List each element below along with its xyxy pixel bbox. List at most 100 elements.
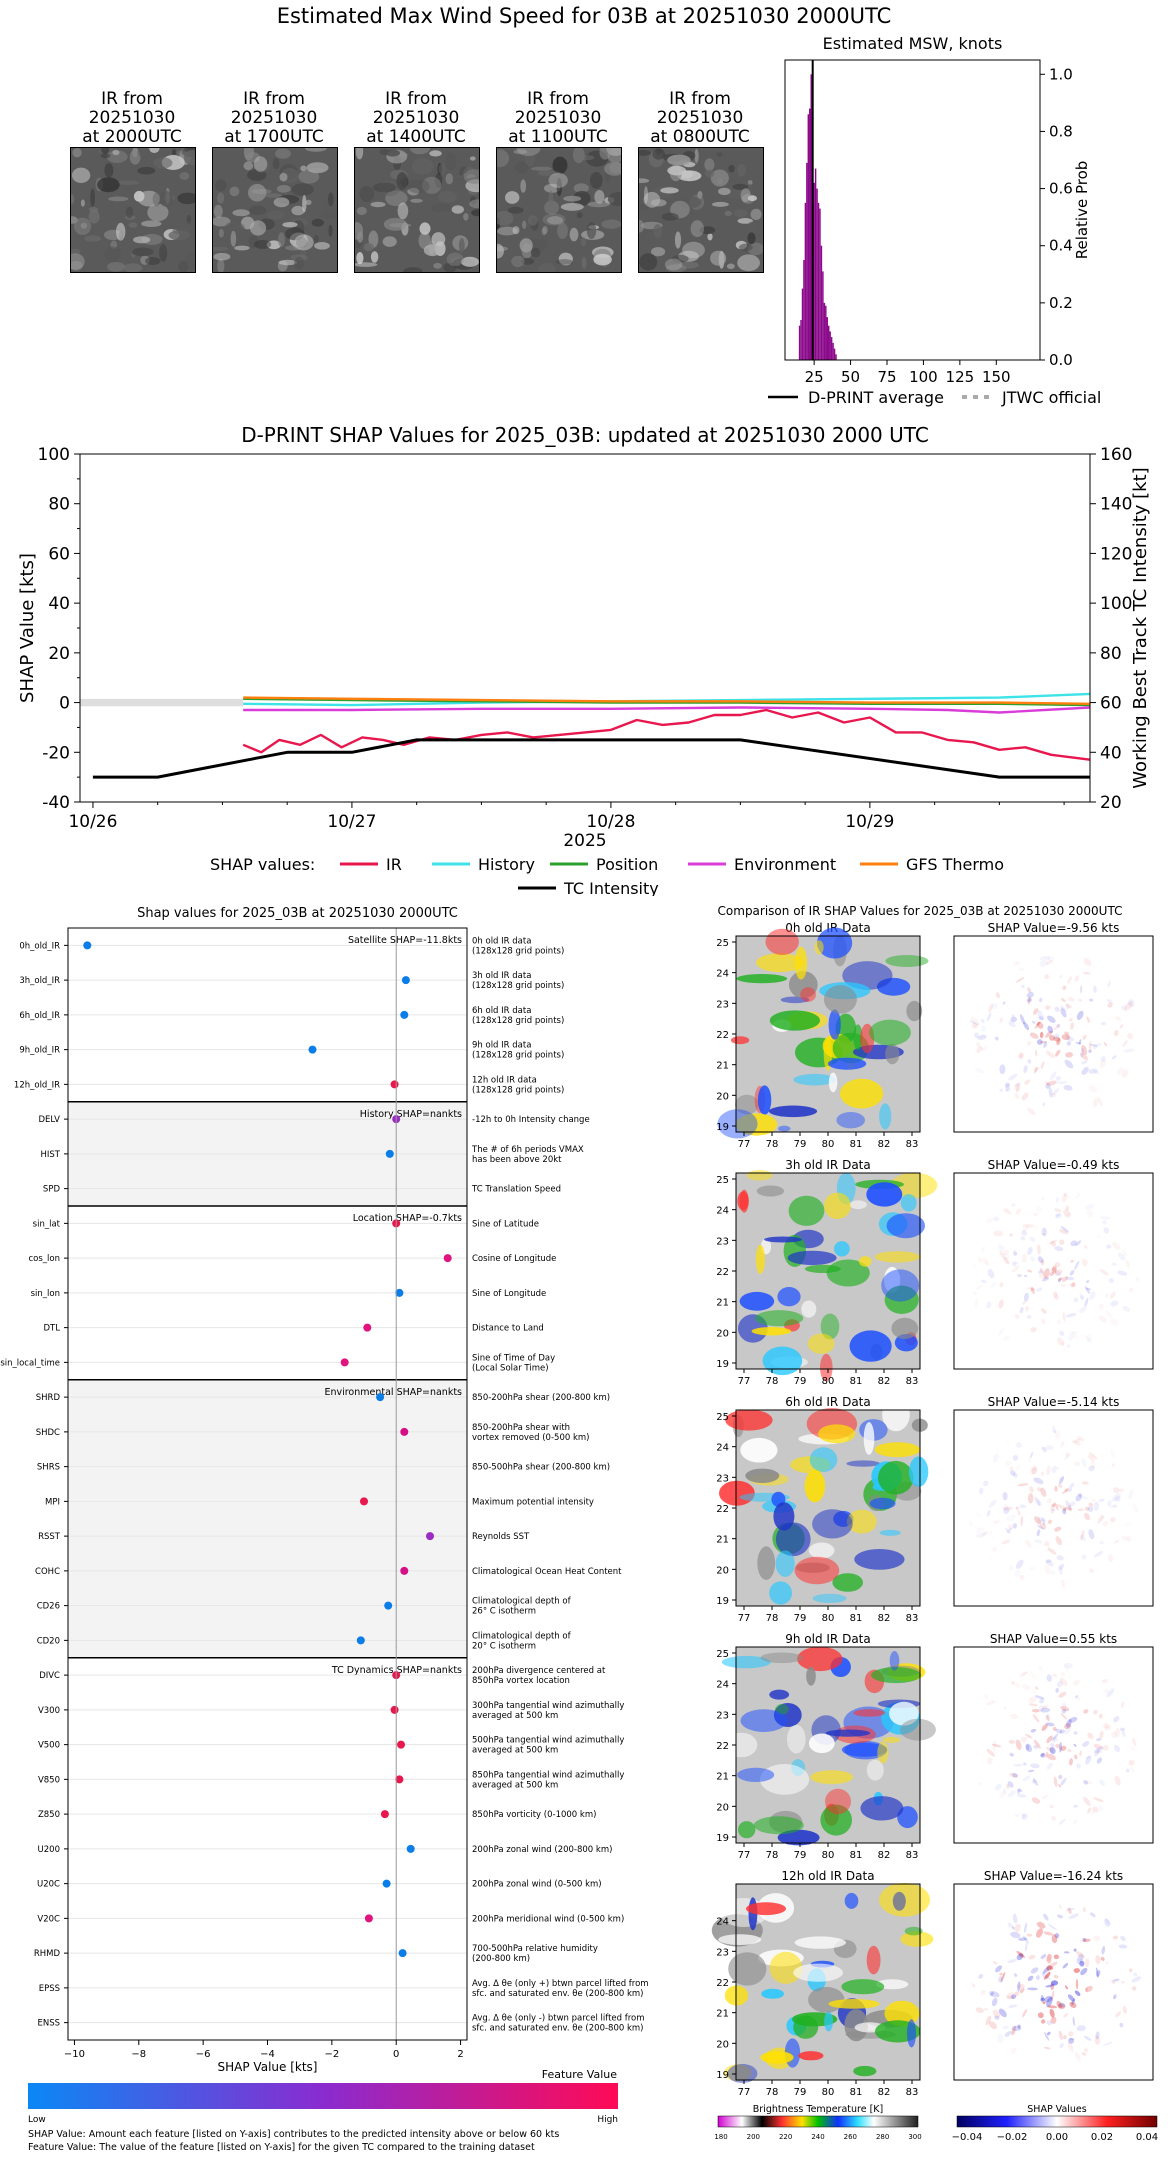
shap-pixel-cluster	[1027, 1987, 1038, 1991]
shap-pixel-cluster	[1036, 1021, 1041, 1026]
shap-pixel-cluster	[1009, 1233, 1013, 1237]
histogram-bar	[820, 245, 823, 360]
ir-cloud-blob	[516, 148, 541, 156]
shap-pixel-cluster	[1063, 1951, 1070, 1954]
ir-cloud-blob	[572, 148, 585, 164]
ir-cloud-blob	[137, 148, 149, 158]
shap-pixel-cluster	[1104, 1689, 1109, 1694]
shap-pixel-cluster	[1053, 1291, 1058, 1298]
shap-pixel-cluster	[982, 1258, 990, 1266]
shap-pixel-cluster	[1098, 1713, 1103, 1719]
shap-pixel-cluster	[1120, 1535, 1132, 1540]
timeseries-frame	[79, 453, 1091, 803]
shap-pixel-cluster	[1062, 1193, 1067, 1203]
shap-pixel-cluster	[1041, 1471, 1044, 1476]
shap-pixel-cluster	[1012, 1262, 1017, 1267]
ir-y-tick-label: 23	[716, 1236, 729, 1247]
ts-x-tick-label: 10/27	[327, 812, 376, 832]
shap-pixel-cluster	[1126, 1768, 1130, 1773]
ir-cloud-blob	[707, 233, 713, 241]
legend-label: GFS Thermo	[906, 855, 1004, 874]
ir-cloud-blob	[80, 199, 85, 207]
ir-y-tick-label: 19	[716, 1122, 729, 1133]
bt-tick-label: 180	[714, 2133, 727, 2141]
ir-cloud-blob	[543, 183, 561, 193]
ir-cloud-blob	[213, 216, 231, 227]
ir-y-tick-label: 23	[716, 1473, 729, 1484]
shap-pixel-cluster	[1041, 1723, 1048, 1731]
shap-pixel-cluster	[1036, 1928, 1043, 1938]
shap-pixel-cluster	[1081, 2052, 1087, 2056]
shap-pixel-cluster	[1028, 1493, 1034, 1504]
shap-pixel-cluster	[1033, 1516, 1042, 1525]
ir-cloud-feature	[755, 1244, 765, 1274]
ir-cloud-feature	[871, 1667, 921, 1684]
ir-y-tick-label: 25	[716, 938, 729, 949]
shap-pixel-cluster	[1061, 1708, 1067, 1714]
shap-pixel-cluster	[1062, 1702, 1067, 1708]
shap-pixel-cluster	[1058, 2002, 1066, 2008]
shap-pixel-cluster	[974, 1297, 978, 1308]
ir-cloud-blob	[278, 232, 285, 248]
ir-cloud-feature	[730, 1036, 750, 1045]
shap-pixel-cluster	[1090, 1461, 1096, 1469]
ir-y-tick-label: 24	[716, 1680, 729, 1691]
shap-pixel-cluster	[1068, 1913, 1079, 1919]
shap-pixel-cluster	[1105, 1960, 1109, 1965]
ir-cloud-blob	[497, 226, 518, 236]
shap-pixel-cluster	[1038, 1273, 1048, 1280]
shap-pixel-cluster	[1019, 1306, 1024, 1314]
ir-x-tick-label: 80	[822, 1139, 835, 1150]
ir-cloud-blob	[547, 216, 564, 225]
ir-cloud-feature	[825, 1788, 851, 1815]
ir-cloud-blob	[184, 251, 195, 270]
shap-pixel-cluster	[1049, 1961, 1058, 1968]
ir-y-tick-label: 21	[716, 2009, 729, 2020]
ir-y-tick-label: 20	[716, 1091, 729, 1102]
shap-pixel-cluster	[1068, 996, 1075, 1002]
shap-pixel-cluster	[1055, 1213, 1060, 1217]
shap-pixel-cluster	[1029, 1486, 1034, 1493]
shap-pixel-cluster	[998, 1327, 1004, 1336]
shap-pixel-cluster	[1062, 1487, 1070, 1495]
feature-shap-point	[395, 1775, 404, 1784]
timeseries-title: D-PRINT SHAP Values for 2025_03B: update…	[241, 423, 929, 447]
shap-pixel-cluster	[1073, 1731, 1078, 1735]
shap-pixel-cluster	[1113, 1539, 1120, 1544]
shap-pixel-cluster	[1014, 1682, 1021, 1689]
shap-pixel-cluster	[1069, 1270, 1075, 1276]
ir-cloud-blob	[431, 232, 446, 247]
ir-y-tick-label: 25	[716, 1649, 729, 1660]
ir-cloud-feature	[745, 1468, 780, 1483]
feature-description: 9h old IR data	[472, 1041, 531, 1051]
ir-cloud-blob	[740, 188, 751, 203]
ir-cloud-feature	[900, 1194, 917, 1212]
shap-pixel-cluster	[1039, 997, 1043, 1003]
shap-pixel-cluster	[1039, 1032, 1044, 1039]
ir-cloud-blob	[750, 208, 762, 220]
shap-pixel-cluster	[1079, 1292, 1084, 1301]
shap-pixel-cluster	[1082, 1034, 1087, 1040]
shap-pixel-cluster	[1065, 1313, 1077, 1318]
shap-pixel-cluster	[1121, 1069, 1129, 1078]
shap-pixel-cluster	[1041, 1308, 1047, 1314]
shap-pixel-cluster	[1104, 1918, 1110, 1927]
ir-cloud-feature	[746, 1902, 786, 1916]
shap-pixel-cluster	[1054, 1024, 1060, 1031]
shap-pixel-cluster	[1091, 1498, 1096, 1503]
ir-cloud-feature	[874, 1442, 921, 1458]
feature-description: -12h to 0h Intensity change	[472, 1115, 590, 1125]
shap-pixel-cluster	[1031, 1466, 1038, 1475]
shap-pixel-cluster	[975, 2007, 984, 2013]
shap-pixel-cluster	[997, 2033, 1004, 2044]
feature-shap-point	[364, 1914, 373, 1923]
shap-pixel-cluster	[1093, 1709, 1098, 1715]
ir-cloud-feature	[728, 1952, 767, 1986]
shap-pixel-cluster	[1019, 1987, 1025, 1994]
ir-thumb-label: IR from 20251030 at 0800UTC	[630, 90, 770, 147]
ir-cloud-feature	[761, 1988, 784, 1999]
shap-pixel-cluster	[1065, 1719, 1072, 1728]
shap-pixel-cluster	[1018, 1937, 1028, 1941]
ir-cloud-feature	[827, 1057, 867, 1070]
ir-cloud-blob	[652, 148, 665, 160]
